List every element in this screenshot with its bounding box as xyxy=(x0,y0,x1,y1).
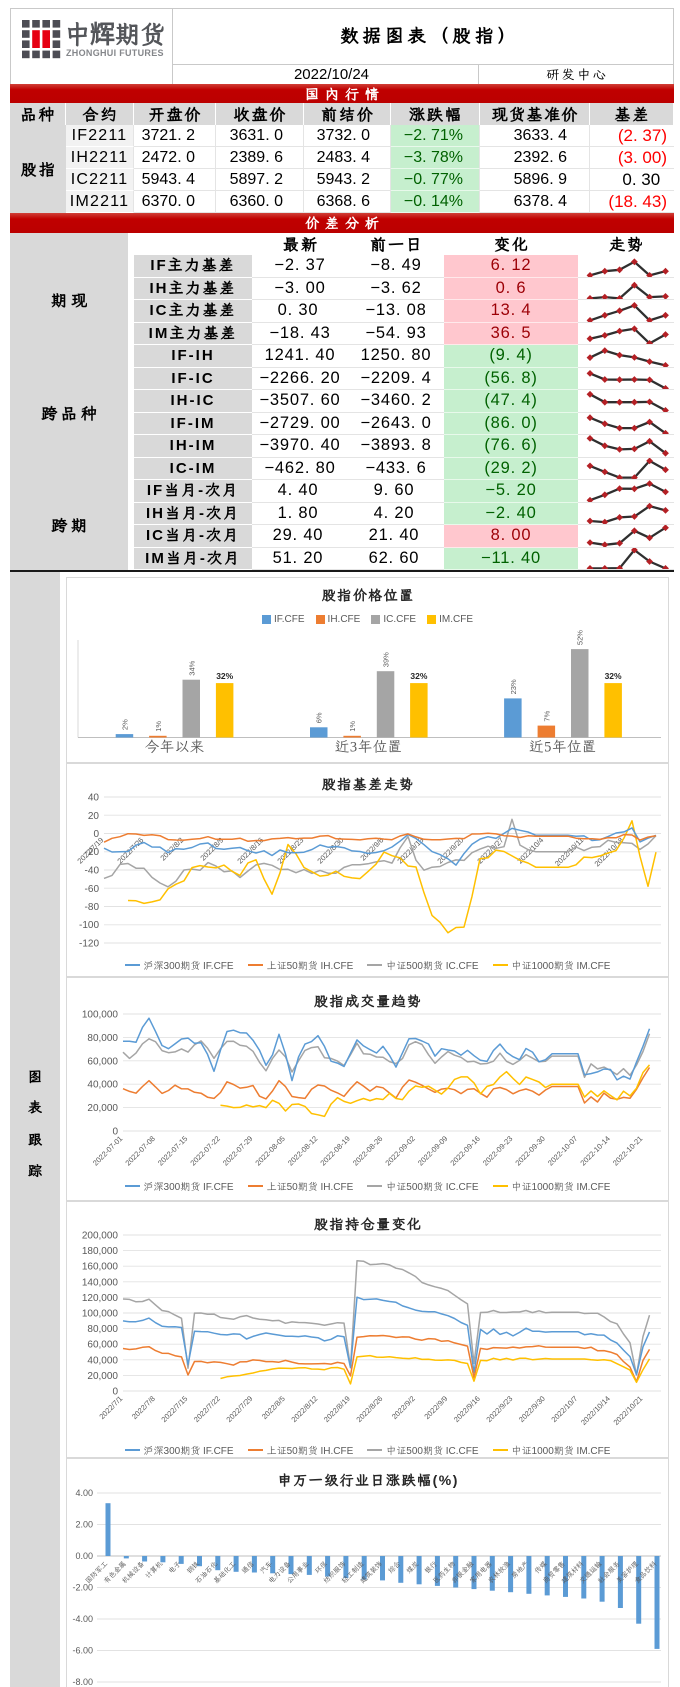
svg-text:52%: 52% xyxy=(576,630,585,645)
svg-text:2022/8/12: 2022/8/12 xyxy=(289,1394,319,1424)
svg-text:2022-07-15: 2022-07-15 xyxy=(156,1134,189,1167)
svg-text:2022-08-26: 2022-08-26 xyxy=(351,1134,384,1167)
svg-text:100,000: 100,000 xyxy=(82,1010,119,1021)
svg-text:2.00: 2.00 xyxy=(75,1520,93,1530)
svg-text:140,000: 140,000 xyxy=(82,1277,119,1288)
svg-text:2022/9/23: 2022/9/23 xyxy=(484,1394,514,1424)
svg-text:80,000: 80,000 xyxy=(87,1033,118,1044)
svg-text:1%: 1% xyxy=(348,721,357,732)
svg-text:180,000: 180,000 xyxy=(82,1246,119,1257)
svg-text:2022-07-08: 2022-07-08 xyxy=(123,1134,156,1167)
svg-text:2022/8/19: 2022/8/19 xyxy=(322,1394,352,1424)
svg-text:32%: 32% xyxy=(216,671,233,681)
svg-text:2022/9/9: 2022/9/9 xyxy=(422,1394,449,1421)
svg-text:近5年位置: 近5年位置 xyxy=(529,738,597,757)
svg-text:32%: 32% xyxy=(605,671,622,681)
svg-text:40,000: 40,000 xyxy=(87,1355,118,1366)
svg-text:2022/9/16: 2022/9/16 xyxy=(452,1394,482,1424)
svg-text:0.00: 0.00 xyxy=(75,1551,93,1561)
svg-text:2022-08-19: 2022-08-19 xyxy=(318,1134,351,1167)
svg-text:2022-07-01: 2022-07-01 xyxy=(91,1134,124,1167)
svg-text:0: 0 xyxy=(112,1127,118,1138)
svg-text:7%: 7% xyxy=(542,710,551,721)
svg-text:2022-09-09: 2022-09-09 xyxy=(416,1134,449,1167)
svg-text:80,000: 80,000 xyxy=(87,1324,118,1335)
svg-text:近3年位置: 近3年位置 xyxy=(335,738,403,757)
svg-text:32%: 32% xyxy=(410,671,427,681)
svg-text:2%: 2% xyxy=(121,719,130,730)
svg-text:2022/7/29: 2022/7/29 xyxy=(224,1394,254,1424)
svg-text:2022/7/8: 2022/7/8 xyxy=(130,1394,157,1421)
svg-text:2022/10/7: 2022/10/7 xyxy=(549,1394,579,1424)
svg-text:计算机: 计算机 xyxy=(143,1559,164,1580)
svg-text:2022-08-05: 2022-08-05 xyxy=(253,1134,286,1167)
svg-text:34%: 34% xyxy=(187,660,196,675)
svg-text:-120: -120 xyxy=(79,939,99,950)
svg-text:40: 40 xyxy=(88,793,100,804)
svg-text:-8.00: -8.00 xyxy=(72,1677,93,1687)
svg-text:23%: 23% xyxy=(509,679,518,694)
svg-text:2022-09-16: 2022-09-16 xyxy=(448,1134,481,1167)
svg-text:2022/8/26: 2022/8/26 xyxy=(354,1394,384,1424)
svg-text:2022/8/5: 2022/8/5 xyxy=(260,1394,287,1421)
svg-text:39%: 39% xyxy=(382,652,391,667)
svg-text:-4.00: -4.00 xyxy=(72,1614,93,1624)
svg-text:2022/7/22: 2022/7/22 xyxy=(192,1394,222,1424)
svg-text:2022/7/1: 2022/7/1 xyxy=(97,1394,124,1421)
svg-text:2022/10/21: 2022/10/21 xyxy=(612,1394,645,1427)
svg-text:-60: -60 xyxy=(85,884,100,895)
svg-text:20: 20 xyxy=(88,811,100,822)
svg-text:60,000: 60,000 xyxy=(87,1340,118,1351)
svg-text:2022/8/30: 2022/8/30 xyxy=(315,836,345,866)
svg-text:2022-08-12: 2022-08-12 xyxy=(286,1134,319,1167)
svg-text:160,000: 160,000 xyxy=(82,1262,119,1273)
svg-text:20,000: 20,000 xyxy=(87,1103,118,1114)
svg-text:-20: -20 xyxy=(85,847,100,858)
svg-text:2022/7/19: 2022/7/19 xyxy=(75,836,105,866)
svg-text:2022/9/2: 2022/9/2 xyxy=(390,1394,417,1421)
svg-text:-2.00: -2.00 xyxy=(72,1583,93,1593)
svg-text:2022/10/14: 2022/10/14 xyxy=(579,1394,612,1427)
svg-text:0: 0 xyxy=(112,1387,118,1398)
svg-text:-80: -80 xyxy=(85,902,100,913)
svg-text:2022-10-07: 2022-10-07 xyxy=(546,1134,579,1167)
svg-text:120,000: 120,000 xyxy=(82,1293,119,1304)
svg-text:-6.00: -6.00 xyxy=(72,1646,93,1656)
svg-text:6%: 6% xyxy=(315,712,324,723)
svg-text:4.00: 4.00 xyxy=(75,1488,93,1498)
svg-text:200,000: 200,000 xyxy=(82,1231,119,1242)
svg-text:0: 0 xyxy=(93,829,99,840)
svg-text:2022/7/15: 2022/7/15 xyxy=(159,1394,189,1424)
svg-text:40,000: 40,000 xyxy=(87,1080,118,1091)
svg-text:100,000: 100,000 xyxy=(82,1309,119,1320)
svg-text:-100: -100 xyxy=(79,920,99,931)
svg-text:2022-09-02: 2022-09-02 xyxy=(383,1134,416,1167)
svg-text:2022-10-21: 2022-10-21 xyxy=(611,1134,644,1167)
svg-text:-40: -40 xyxy=(85,866,100,877)
svg-text:1%: 1% xyxy=(154,721,163,732)
svg-text:2022-07-22: 2022-07-22 xyxy=(188,1134,221,1167)
svg-text:今年以来: 今年以来 xyxy=(145,738,205,757)
svg-text:2022/9/13: 2022/9/13 xyxy=(395,836,425,866)
svg-text:2022-09-30: 2022-09-30 xyxy=(513,1134,546,1167)
svg-text:20,000: 20,000 xyxy=(87,1371,118,1382)
svg-text:2022-07-29: 2022-07-29 xyxy=(221,1134,254,1167)
svg-text:60,000: 60,000 xyxy=(87,1056,118,1067)
svg-text:2022-09-23: 2022-09-23 xyxy=(481,1134,514,1167)
svg-text:2022-10-14: 2022-10-14 xyxy=(578,1134,611,1167)
svg-text:2022/9/30: 2022/9/30 xyxy=(517,1394,547,1424)
